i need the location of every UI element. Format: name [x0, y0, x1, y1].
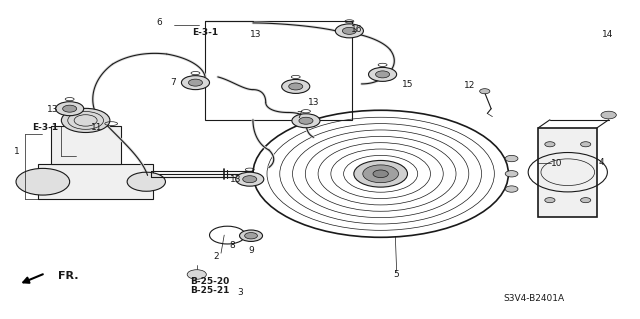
Circle shape: [127, 172, 166, 191]
Text: 5: 5: [394, 270, 399, 279]
Circle shape: [188, 79, 202, 86]
Circle shape: [335, 24, 364, 38]
Circle shape: [354, 160, 408, 187]
Text: 10: 10: [550, 159, 562, 168]
Text: 12: 12: [465, 81, 476, 90]
Text: 11: 11: [91, 123, 102, 132]
Text: 16: 16: [351, 25, 363, 34]
Circle shape: [181, 76, 209, 90]
Circle shape: [244, 233, 257, 239]
Text: 6: 6: [156, 18, 162, 27]
Circle shape: [580, 142, 591, 147]
Bar: [205, 21, 352, 120]
Text: 14: 14: [602, 31, 613, 40]
Text: 2: 2: [214, 252, 220, 261]
Circle shape: [580, 197, 591, 203]
Circle shape: [289, 83, 303, 90]
Text: 7: 7: [297, 111, 303, 120]
Circle shape: [601, 111, 616, 119]
Circle shape: [56, 102, 84, 116]
Text: E-3-1: E-3-1: [33, 123, 58, 132]
Circle shape: [505, 171, 518, 177]
Text: 13: 13: [250, 30, 262, 39]
Circle shape: [363, 165, 399, 183]
Text: 9: 9: [248, 246, 254, 255]
Circle shape: [505, 186, 518, 192]
Circle shape: [505, 155, 518, 162]
Text: E-3-1: E-3-1: [192, 28, 218, 37]
Text: 15: 15: [403, 80, 414, 89]
Text: FR.: FR.: [58, 271, 79, 281]
Text: S3V4-B2401A: S3V4-B2401A: [504, 294, 564, 303]
Circle shape: [299, 117, 313, 124]
Circle shape: [63, 105, 77, 112]
Text: 1: 1: [14, 147, 20, 156]
Circle shape: [376, 71, 390, 78]
Bar: [38, 164, 153, 199]
Circle shape: [369, 67, 397, 81]
Text: 13: 13: [47, 105, 59, 114]
Circle shape: [479, 89, 490, 94]
Circle shape: [61, 108, 110, 132]
Text: 3: 3: [237, 288, 243, 297]
Circle shape: [239, 230, 262, 241]
Circle shape: [282, 79, 310, 93]
Bar: [538, 128, 597, 217]
Text: 13: 13: [230, 175, 241, 184]
Text: 7: 7: [170, 78, 176, 87]
Circle shape: [236, 172, 264, 186]
Circle shape: [243, 176, 257, 183]
Circle shape: [16, 168, 70, 195]
Circle shape: [373, 170, 388, 178]
Text: B-25-21: B-25-21: [191, 286, 230, 295]
Text: B-25-20: B-25-20: [191, 277, 230, 286]
Text: 8: 8: [229, 241, 235, 250]
Circle shape: [545, 197, 555, 203]
Circle shape: [187, 270, 206, 279]
Text: 4: 4: [598, 158, 604, 167]
Bar: [51, 126, 121, 164]
Circle shape: [292, 114, 320, 128]
Text: 13: 13: [308, 98, 319, 107]
Circle shape: [545, 142, 555, 147]
Circle shape: [342, 27, 356, 34]
